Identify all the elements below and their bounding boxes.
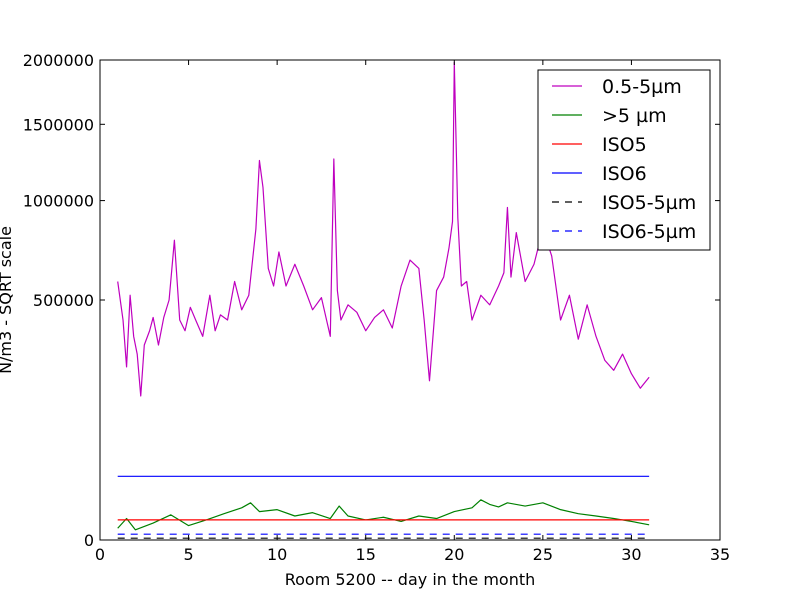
x-tick-label: 10 [267, 545, 287, 564]
legend-label: 0.5-5µm [602, 76, 682, 98]
y-tick-label: 0 [84, 531, 94, 550]
legend-label: ISO5 [602, 134, 647, 156]
legend-label: ISO6 [602, 163, 647, 185]
x-tick-label: 25 [533, 545, 553, 564]
legend-label: >5 µm [602, 105, 667, 127]
x-tick-label: 5 [183, 545, 193, 564]
y-tick-label: 1500000 [23, 115, 94, 134]
series-layer [117, 61, 650, 539]
x-tick-label: 0 [95, 545, 105, 564]
x-tick-label: 20 [444, 545, 464, 564]
y-tick-label: 500000 [33, 291, 94, 310]
x-tick-label: 30 [621, 545, 641, 564]
legend-label: ISO5-5µm [602, 192, 696, 214]
series-line-1 [117, 61, 650, 397]
y-tick-label: 1000000 [23, 192, 94, 211]
legend: 0.5-5µm >5 µm ISO5 ISO6 ISO5-5µm ISO6-5µm [537, 69, 711, 251]
legend-label: ISO6-5µm [602, 221, 696, 243]
y-axis-title: N/m3 - SQRT scale [0, 226, 15, 374]
x-tick-label: 15 [356, 545, 376, 564]
y-tick-label: 2000000 [23, 51, 94, 70]
x-tick-label: 35 [710, 545, 730, 564]
x-axis-title: Room 5200 -- day in the month [285, 570, 536, 589]
legend-box [537, 69, 711, 251]
series-line-2 [117, 499, 650, 531]
ticks-layer: 0 5 10 15 20 25 30 35 0 500000 1000000 1500000 20000… [23, 51, 730, 564]
